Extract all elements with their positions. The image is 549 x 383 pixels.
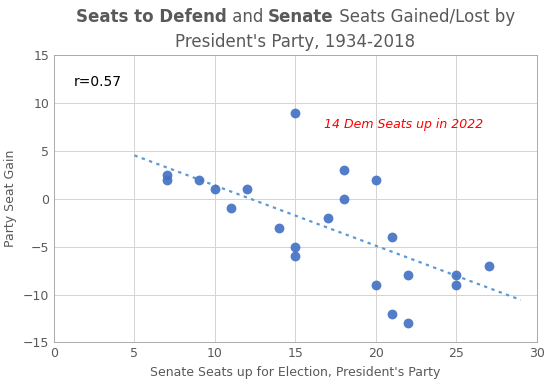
Text: and: and xyxy=(227,8,268,26)
Point xyxy=(227,205,236,211)
Text: Seats to Defend: Seats to Defend xyxy=(76,8,227,26)
Text: 14 Dem Seats up in 2022: 14 Dem Seats up in 2022 xyxy=(324,118,484,131)
Point xyxy=(323,215,332,221)
Point xyxy=(452,272,461,278)
Point xyxy=(163,177,171,183)
Point xyxy=(404,320,412,326)
Text: r=0.57: r=0.57 xyxy=(73,75,121,89)
Point xyxy=(484,263,493,269)
Point xyxy=(291,244,300,250)
Point xyxy=(388,311,396,317)
Point xyxy=(275,224,284,231)
Point xyxy=(211,186,220,192)
Point xyxy=(291,110,300,116)
X-axis label: Senate Seats up for Election, President's Party: Senate Seats up for Election, President'… xyxy=(150,366,441,379)
Point xyxy=(243,186,251,192)
Point xyxy=(404,272,412,278)
Point xyxy=(194,177,203,183)
Text: Senate: Senate xyxy=(268,8,334,26)
Point xyxy=(291,253,300,259)
Point xyxy=(339,167,348,173)
Point xyxy=(452,282,461,288)
Point xyxy=(372,282,380,288)
Text: Seats Gained/Lost by: Seats Gained/Lost by xyxy=(334,8,515,26)
Point xyxy=(339,196,348,202)
Text: President's Party, 1934-2018: President's Party, 1934-2018 xyxy=(175,33,416,51)
Point xyxy=(372,177,380,183)
Y-axis label: Party Seat Gain: Party Seat Gain xyxy=(4,150,17,247)
Point xyxy=(163,172,171,178)
Point xyxy=(388,234,396,240)
